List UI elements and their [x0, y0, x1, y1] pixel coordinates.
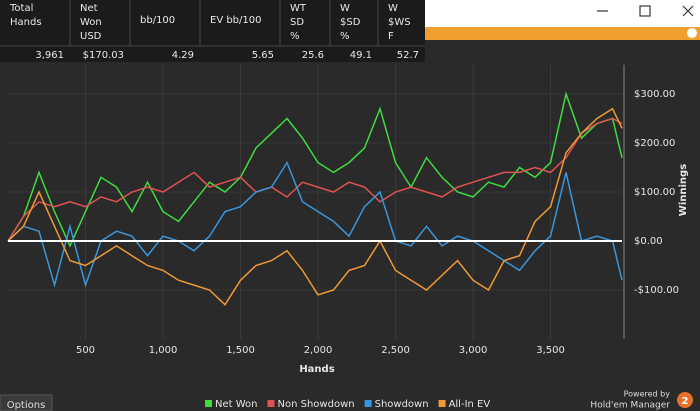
- options-button[interactable]: [0, 394, 53, 411]
- cell: 4.29: [172, 50, 194, 61]
- powered-by: Powered by: [624, 390, 671, 399]
- x-axis-title: Hands: [299, 364, 334, 375]
- column-header: USD: [80, 31, 102, 42]
- cell: 52.7: [397, 50, 419, 61]
- brand-badge: [677, 392, 693, 408]
- x-tick-label: 3,500: [536, 345, 565, 356]
- brand-badge-text: 2: [682, 396, 689, 407]
- column-header: F: [388, 31, 394, 42]
- legend-swatch: [205, 400, 212, 407]
- column-header: Hands: [10, 17, 42, 28]
- column-header: %: [290, 31, 300, 42]
- stats-table: [0, 0, 425, 62]
- column-header: Net: [80, 3, 98, 14]
- close-button[interactable]: [682, 5, 694, 17]
- x-tick-label: 1,000: [149, 345, 178, 356]
- legend-swatch: [364, 400, 372, 407]
- y-tick-label: $300.00: [634, 89, 675, 100]
- legend-label: Net Won: [215, 399, 258, 410]
- column-header: W: [388, 3, 398, 14]
- column-header: $SD: [340, 17, 361, 28]
- help-icon[interactable]: [687, 28, 697, 38]
- accent-strip: [425, 27, 700, 40]
- x-tick-label: 1,500: [226, 345, 255, 356]
- x-tick-label: 2,500: [381, 345, 410, 356]
- y-axis-title: Winnings: [678, 164, 689, 216]
- x-tick-label: 3,000: [459, 345, 488, 356]
- column-header: bb/100: [140, 15, 175, 26]
- legend-swatch: [267, 400, 275, 407]
- cell: 25.6: [302, 50, 324, 61]
- column-header: EV bb/100: [210, 15, 262, 26]
- legend-label: Non Showdown: [278, 399, 355, 410]
- column-header: WT: [290, 3, 307, 14]
- y-tick-label: $200.00: [634, 138, 675, 149]
- x-tick-label: 2,000: [304, 345, 333, 356]
- brand: Hold'em Manager: [590, 401, 670, 411]
- legend-label: Showdown: [375, 399, 429, 410]
- series-line: [7, 117, 623, 242]
- column-header: W: [340, 3, 350, 14]
- cell: 49.1: [350, 50, 372, 61]
- title-bar: [425, 0, 700, 27]
- y-tick-label: $0.00: [634, 236, 663, 247]
- x-tick-label: 500: [76, 345, 95, 356]
- options-label[interactable]: Options: [7, 400, 46, 411]
- column-header: $WS: [388, 17, 411, 28]
- y-tick-label: -$100.00: [634, 285, 679, 296]
- series-line: [7, 107, 623, 306]
- y-tick-label: $100.00: [634, 187, 675, 198]
- maximize-button[interactable]: [639, 5, 651, 17]
- legend-swatch: [438, 400, 446, 407]
- series-line: [7, 160, 623, 288]
- column-header: Won: [80, 17, 102, 28]
- cell: 5.65: [252, 50, 274, 61]
- cell: $170.03: [83, 50, 124, 61]
- cell: 3,961: [35, 50, 64, 61]
- legend-label: All-In EV: [449, 399, 491, 410]
- column-header: %: [340, 31, 350, 42]
- column-header: Total: [9, 3, 33, 14]
- column-header: SD: [290, 17, 304, 28]
